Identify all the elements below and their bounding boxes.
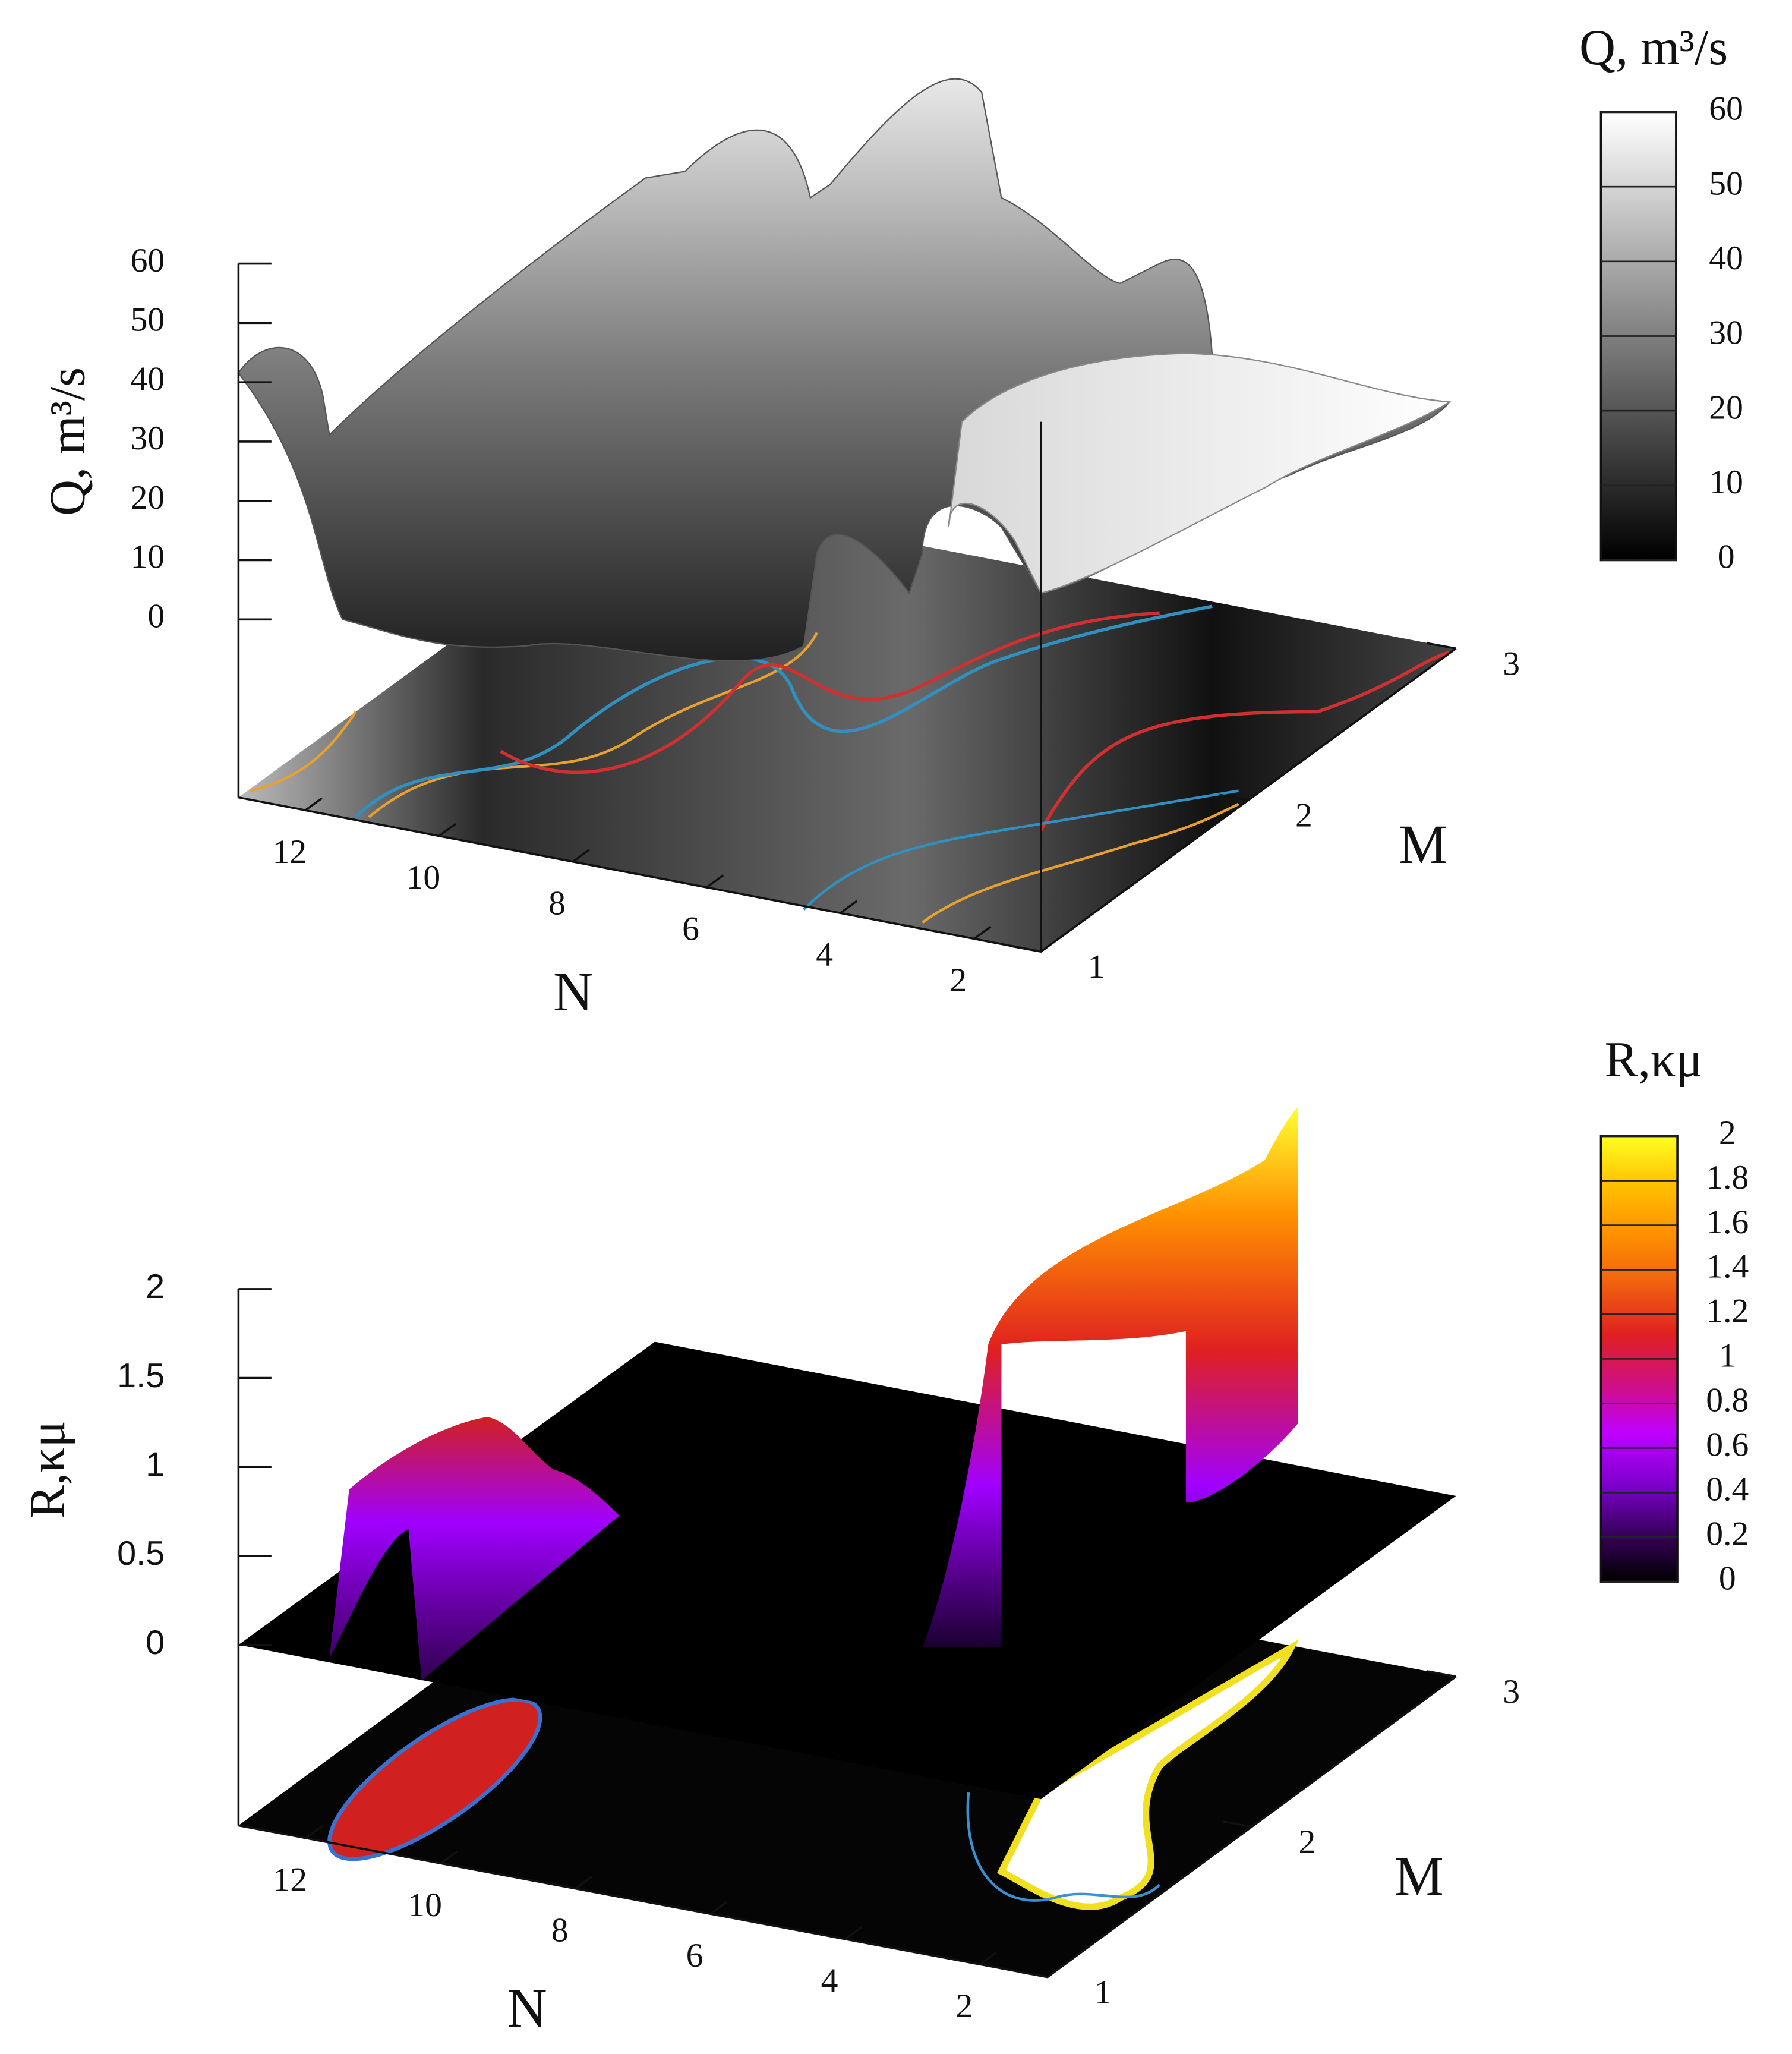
y-tick bbox=[1222, 1820, 1252, 1828]
z-tick-label: 1 bbox=[146, 1445, 165, 1483]
colorbar-tick-label: 0.6 bbox=[1706, 1426, 1749, 1464]
z-tick-label: 0 bbox=[147, 598, 165, 635]
z-tick-label: 0 bbox=[146, 1624, 165, 1662]
colorbar-tick-label: 60 bbox=[1709, 90, 1743, 128]
y-axis-label: M bbox=[1399, 814, 1448, 875]
x-tick bbox=[440, 1850, 458, 1864]
y-tick-label: 2 bbox=[1295, 796, 1313, 834]
x-tick bbox=[572, 848, 591, 863]
x-tick-label: 10 bbox=[408, 1886, 442, 1924]
x-tick bbox=[840, 900, 858, 914]
y-tick-label: 1 bbox=[1088, 948, 1105, 985]
surface bbox=[329, 1416, 620, 1681]
y-tick-label: 3 bbox=[1503, 645, 1520, 682]
y-tick-label: 3 bbox=[1503, 1673, 1520, 1710]
x-tick bbox=[575, 1876, 593, 1890]
x-tick-label: 12 bbox=[273, 833, 307, 871]
x-tick-label: 6 bbox=[686, 1937, 703, 1974]
y-tick-label: 1 bbox=[1094, 1974, 1112, 2011]
base-surface bbox=[238, 1341, 1456, 1800]
contour-line bbox=[500, 611, 1450, 831]
z-tick-label: 2 bbox=[146, 1268, 165, 1306]
colorbar-tick-label: 2 bbox=[1719, 1114, 1736, 1152]
colorbar-tick-label: 50 bbox=[1709, 165, 1743, 202]
colorbar-tick-label: 0.4 bbox=[1706, 1471, 1749, 1508]
colorbar-tick-label: 1 bbox=[1719, 1337, 1736, 1375]
contour-line bbox=[354, 604, 1213, 818]
contour-line bbox=[803, 789, 1239, 911]
y-tick bbox=[1018, 1970, 1048, 1979]
x-tick-label: 12 bbox=[273, 1861, 307, 1898]
y-tick bbox=[1427, 642, 1456, 650]
x-axis-label: N bbox=[553, 962, 593, 1023]
colorbar-label: Q, m³/s bbox=[1579, 20, 1728, 75]
z-tick-label: 20 bbox=[131, 479, 165, 516]
colorbar-tick-label: 0 bbox=[1719, 1560, 1736, 1597]
y-tick-label: 2 bbox=[1298, 1823, 1315, 1861]
colorbar-tick-label: 1.2 bbox=[1706, 1293, 1749, 1330]
x-tick-label: 8 bbox=[548, 884, 566, 922]
z-tick-label: 40 bbox=[131, 360, 165, 398]
surface bbox=[948, 352, 1452, 594]
colorbar-tick-label: 20 bbox=[1709, 389, 1743, 426]
colorbar-tick-label: 0.8 bbox=[1706, 1382, 1749, 1419]
colorbar-tick-label: 1.6 bbox=[1706, 1204, 1749, 1241]
x-tick bbox=[438, 823, 457, 837]
x-tick bbox=[979, 1951, 998, 1965]
z-tick-label: 1.5 bbox=[117, 1357, 165, 1395]
x-tick-label: 2 bbox=[949, 962, 967, 999]
z-tick-label: 10 bbox=[131, 538, 165, 576]
surface bbox=[922, 1107, 1298, 1648]
x-tick bbox=[844, 1926, 863, 1940]
z-tick-label: 30 bbox=[131, 420, 165, 457]
z-axis-label: Q, m³/s bbox=[40, 367, 95, 516]
x-tick bbox=[973, 925, 992, 940]
z-tick-label: 50 bbox=[131, 301, 165, 339]
contour-region bbox=[996, 1639, 1299, 1910]
x-tick-label: 6 bbox=[682, 911, 699, 948]
x-tick bbox=[304, 797, 323, 811]
x-tick-label: 8 bbox=[551, 1911, 569, 1949]
contour-region bbox=[327, 1697, 542, 1861]
z-tick-label: 60 bbox=[131, 242, 165, 279]
colorbar-tick-label: 0.2 bbox=[1706, 1515, 1749, 1552]
x-tick bbox=[305, 1825, 323, 1839]
colorbar-label: R,κμ bbox=[1605, 1032, 1703, 1088]
y-tick bbox=[1427, 1670, 1456, 1678]
y-axis-label: M bbox=[1395, 1846, 1444, 1907]
colorbar-tick-label: 40 bbox=[1709, 240, 1743, 277]
colorbar-tick-label: 10 bbox=[1709, 464, 1743, 501]
z-axis-label: R,κμ bbox=[20, 1420, 75, 1519]
contour-line bbox=[966, 1792, 1161, 1902]
x-tick bbox=[709, 1901, 728, 1915]
colorbar-tick-label: 30 bbox=[1709, 314, 1743, 352]
colorbar-tick-label: 0 bbox=[1718, 538, 1735, 576]
z-tick-label: 0.5 bbox=[117, 1535, 165, 1573]
x-tick-label: 4 bbox=[816, 936, 833, 974]
contour-line bbox=[922, 802, 1239, 924]
x-tick-label: 4 bbox=[821, 1962, 838, 1999]
x-axis-label: N bbox=[507, 1978, 547, 2039]
y-tick bbox=[1219, 793, 1249, 801]
x-tick-label: 10 bbox=[406, 859, 441, 896]
colorbar-tick-label: 1.8 bbox=[1706, 1159, 1749, 1196]
colorbar-tick-label: 1.4 bbox=[1706, 1248, 1749, 1286]
y-tick bbox=[1011, 945, 1042, 953]
x-tick-label: 2 bbox=[956, 1987, 973, 2025]
x-tick bbox=[706, 874, 724, 889]
